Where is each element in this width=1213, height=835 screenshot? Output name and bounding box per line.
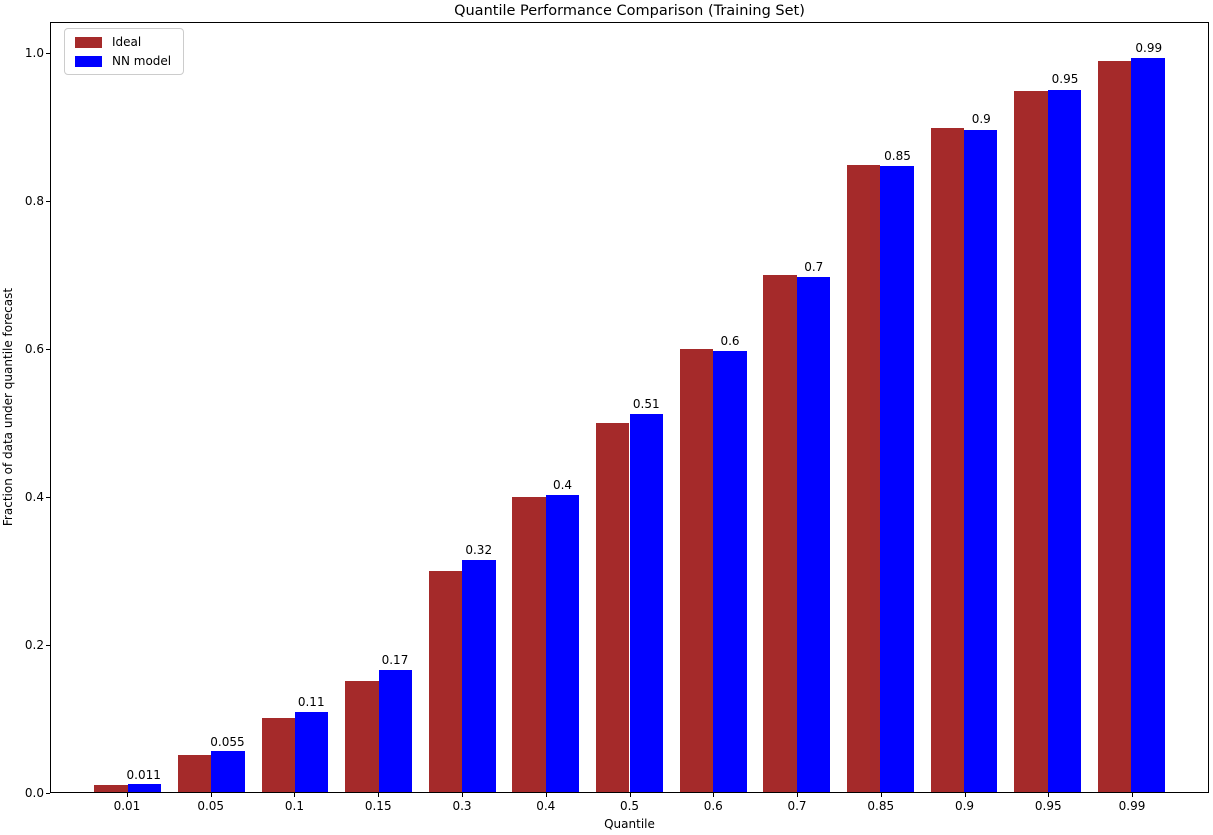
y-tick-label: 0.8 bbox=[24, 194, 44, 209]
chart-title: Quantile Performance Comparison (Trainin… bbox=[454, 3, 805, 19]
x-tick-mark bbox=[378, 793, 380, 797]
bar-ideal-0.95 bbox=[1014, 90, 1048, 792]
x-tick-mark bbox=[964, 793, 966, 797]
legend-swatch-icon bbox=[75, 36, 102, 48]
bar-nn-model-0.7 bbox=[796, 276, 831, 792]
legend-label: NN model bbox=[112, 54, 172, 68]
bar-ideal-0.6 bbox=[679, 349, 714, 792]
bar-nn-model-0.4 bbox=[545, 494, 580, 792]
y-tick-mark bbox=[46, 645, 50, 646]
x-tick-label: 0.7 bbox=[787, 799, 807, 813]
y-tick-label: 0.4 bbox=[24, 490, 44, 505]
x-tick-label: 0.85 bbox=[867, 799, 895, 813]
y-tick-mark bbox=[46, 497, 50, 499]
plot-area bbox=[50, 22, 1209, 793]
y-tick-label: 1.0 bbox=[24, 46, 44, 61]
bar-value-label: 0.85 bbox=[884, 148, 911, 163]
x-tick-mark bbox=[797, 793, 798, 797]
bar-nn-model-0.85 bbox=[880, 166, 914, 792]
bar-nn-model-0.1 bbox=[295, 711, 329, 792]
bar-ideal-0.05 bbox=[178, 755, 212, 792]
legend-item-ideal: Ideal bbox=[75, 35, 171, 49]
bar-value-label: 0.32 bbox=[465, 542, 493, 557]
x-tick-label: 0.01 bbox=[113, 799, 141, 813]
y-tick-mark bbox=[46, 201, 50, 203]
bar-value-label: 0.17 bbox=[381, 653, 409, 668]
bar-nn-model-0.99 bbox=[1131, 58, 1165, 792]
y-tick-label: 0.0 bbox=[24, 786, 44, 800]
y-tick-mark bbox=[46, 349, 50, 351]
x-tick-label: 0.05 bbox=[197, 799, 225, 813]
x-tick-label: 0.1 bbox=[284, 799, 305, 813]
legend: Ideal NN model bbox=[64, 28, 185, 75]
bar-value-label: 0.6 bbox=[720, 334, 740, 349]
bar-ideal-0.1 bbox=[261, 718, 296, 792]
bar-ideal-0.99 bbox=[1097, 61, 1132, 792]
x-tick-mark bbox=[126, 793, 128, 797]
bar-ideal-0.4 bbox=[512, 496, 546, 792]
x-tick-label: 0.9 bbox=[954, 799, 975, 813]
x-tick-mark bbox=[1132, 793, 1134, 797]
y-tick-label: 0.2 bbox=[24, 638, 44, 652]
y-tick-label: 0.6 bbox=[24, 342, 44, 357]
x-tick-mark bbox=[713, 793, 715, 797]
bar-value-label: 0.95 bbox=[1051, 72, 1079, 87]
bar-nn-model-0.9 bbox=[963, 130, 998, 792]
bar-ideal-0.85 bbox=[846, 164, 881, 792]
legend-item-nn-model: NN model bbox=[75, 54, 171, 68]
bar-ideal-0.7 bbox=[763, 275, 797, 792]
bar-nn-model-0.05 bbox=[211, 751, 245, 792]
x-tick-label: 0.5 bbox=[619, 799, 640, 813]
x-tick-mark bbox=[545, 793, 547, 797]
x-tick-label: 0.3 bbox=[452, 799, 472, 813]
bar-nn-model-0.15 bbox=[378, 669, 413, 792]
bar-value-label: 0.055 bbox=[210, 735, 245, 750]
bar-nn-model-0.95 bbox=[1047, 90, 1081, 792]
bar-value-label: 0.011 bbox=[126, 767, 161, 782]
bar-ideal-0.9 bbox=[930, 127, 964, 792]
bar-nn-model-0.3 bbox=[462, 559, 496, 792]
x-axis-label: Quantile bbox=[604, 817, 655, 831]
x-tick-mark bbox=[629, 793, 631, 797]
x-tick-mark bbox=[880, 793, 882, 797]
bar-ideal-0.01 bbox=[94, 784, 128, 792]
bar-nn-model-0.6 bbox=[713, 351, 747, 792]
x-tick-label: 0.99 bbox=[1118, 799, 1146, 813]
bar-ideal-0.15 bbox=[345, 681, 379, 792]
bar-ideal-0.3 bbox=[428, 570, 463, 792]
x-tick-label: 0.4 bbox=[536, 799, 556, 813]
x-tick-mark bbox=[210, 793, 212, 797]
x-tick-mark bbox=[461, 793, 463, 797]
legend-label: Ideal bbox=[112, 35, 142, 49]
y-tick-mark bbox=[46, 53, 50, 55]
x-tick-mark bbox=[294, 793, 296, 797]
bar-value-label: 0.99 bbox=[1135, 40, 1163, 55]
x-tick-label: 0.15 bbox=[364, 799, 392, 813]
x-tick-label: 0.95 bbox=[1034, 799, 1062, 813]
bar-nn-model-0.5 bbox=[629, 414, 663, 792]
bar-value-label: 0.7 bbox=[804, 259, 824, 274]
x-tick-label: 0.6 bbox=[703, 799, 723, 813]
bar-ideal-0.5 bbox=[596, 423, 630, 792]
bar-value-label: 0.51 bbox=[632, 397, 660, 412]
legend-swatch-icon bbox=[75, 55, 102, 67]
bar-value-label: 0.4 bbox=[552, 477, 573, 492]
bar-nn-model-0.01 bbox=[127, 783, 162, 792]
x-tick-mark bbox=[1048, 793, 1050, 797]
bar-value-label: 0.11 bbox=[297, 695, 325, 710]
y-tick-mark bbox=[46, 793, 50, 794]
bar-value-label: 0.9 bbox=[971, 112, 991, 127]
